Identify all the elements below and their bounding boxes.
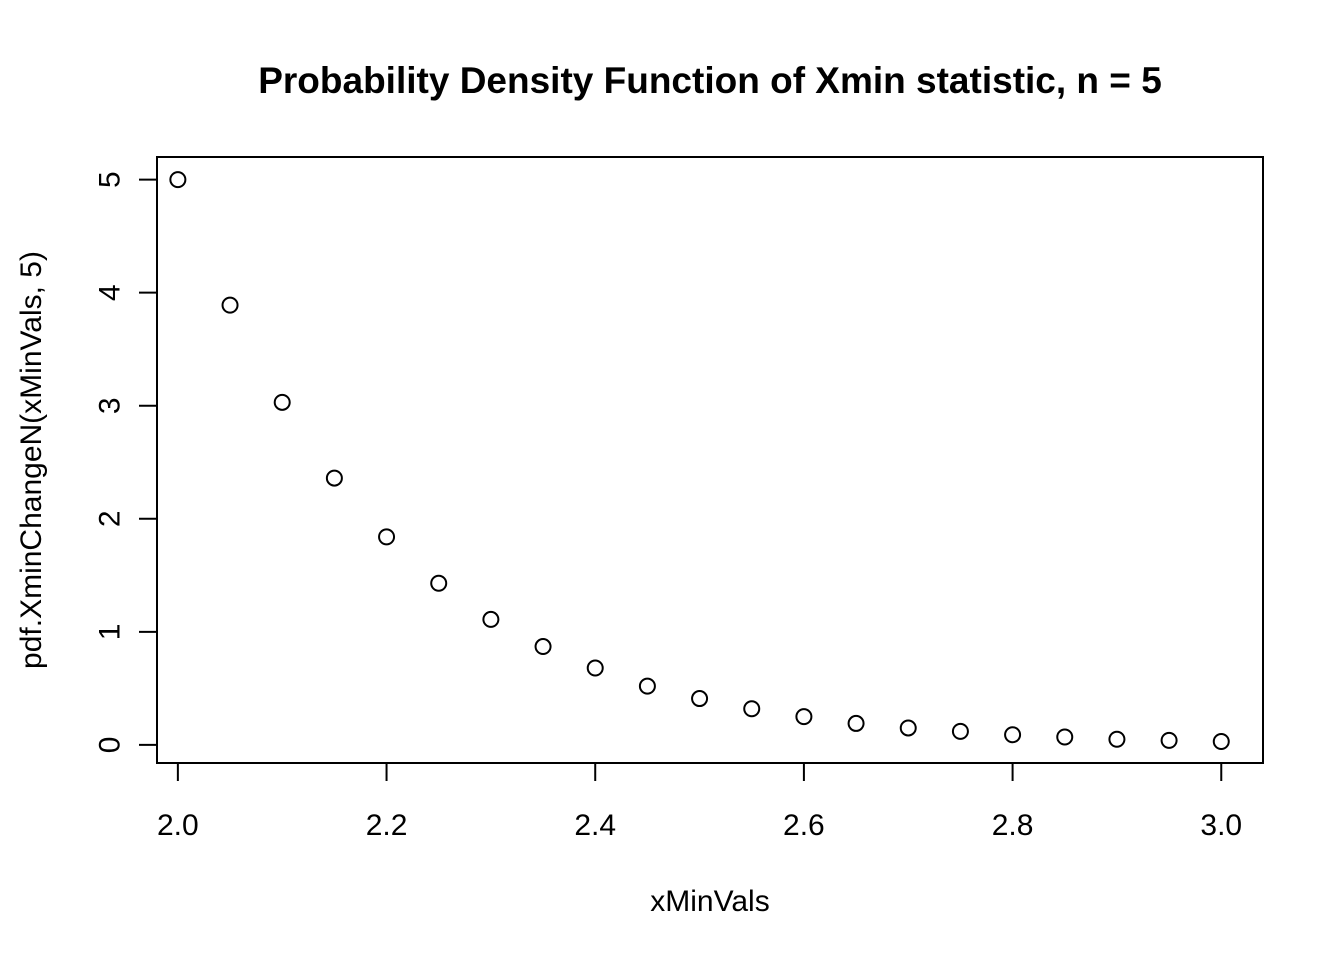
data-point (586, 659, 604, 677)
data-point (899, 719, 917, 737)
x-axis: 2.0 2.2 2.4 2.6 2.8 3.0 (157, 762, 1242, 842)
x-tick-label: 2.6 (783, 809, 825, 842)
y-tick-label: 1 (94, 624, 127, 641)
data-point (430, 574, 448, 592)
x-tick-label: 2.8 (992, 809, 1034, 842)
data-point (951, 722, 969, 740)
data-point (638, 677, 656, 695)
data-point (534, 638, 552, 656)
x-tick-label: 3.0 (1200, 809, 1242, 842)
data-point (378, 528, 396, 546)
plot-frame (156, 156, 1264, 764)
data-point (1004, 726, 1022, 744)
data-point (743, 700, 761, 718)
data-point (169, 171, 187, 189)
y-axis: 0 1 2 3 4 5 (94, 171, 158, 753)
data-point (1160, 731, 1178, 749)
x-tick-label: 2.2 (366, 809, 408, 842)
y-tick-label: 3 (94, 397, 127, 414)
data-point (221, 296, 239, 314)
data-point (273, 393, 291, 411)
data-point (1108, 730, 1126, 748)
x-tick-label: 2.0 (157, 809, 199, 842)
data-point (1056, 728, 1074, 746)
x-axis-label: xMinVals (650, 885, 769, 918)
data-point (691, 690, 709, 708)
data-point (325, 469, 343, 487)
data-point (847, 714, 865, 732)
data-point (482, 610, 500, 628)
y-tick-label: 0 (94, 737, 127, 754)
data-point (795, 708, 813, 726)
y-axis-label: pdf.XminChangeN(xMinVals, 5) (15, 251, 48, 669)
chart-title: Probability Density Function of Xmin sta… (258, 60, 1162, 101)
y-tick-label: 2 (94, 510, 127, 527)
data-points (169, 171, 1230, 751)
data-point (1212, 733, 1230, 751)
y-tick-label: 4 (94, 284, 127, 301)
y-tick-label: 5 (94, 171, 127, 188)
x-tick-label: 2.4 (574, 809, 616, 842)
